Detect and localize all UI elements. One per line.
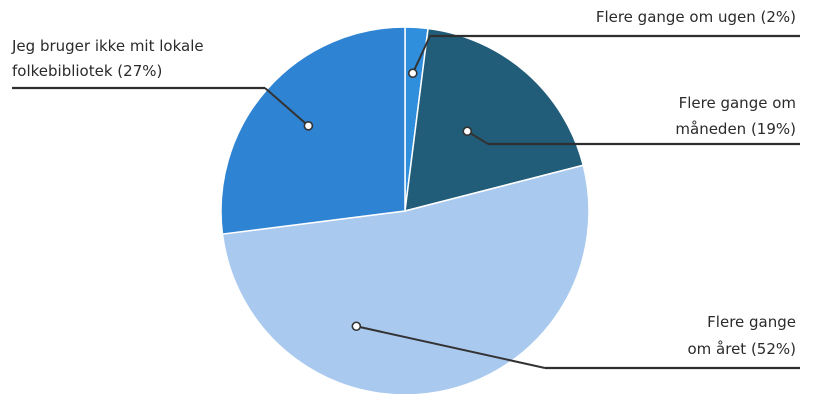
leader-marker-2 (351, 321, 362, 332)
slice-label-3-line-1: folkebibliotek (27%) (12, 62, 162, 80)
slice-label-1-line-0: Flere gange om (679, 94, 796, 112)
pie-slices (220, 26, 590, 394)
pie-slice-2 (221, 164, 590, 394)
slice-label-2-line-1: om året (52%) (687, 340, 796, 358)
leader-lines (12, 34, 800, 370)
slice-labels: Flere gange om ugen (2%) Flere gange om må… (11, 8, 796, 358)
slice-label-0-line-0: Flere gange om ugen (2%) (596, 8, 796, 26)
slice-label-3-line-0: Jeg bruger ikke mit lokale (11, 37, 204, 55)
leader-marker-3 (303, 121, 314, 131)
slice-label-1-line-1: måneden (19%) (675, 120, 796, 138)
leader-line-3 (264, 87, 310, 127)
leader-line-0 (411, 35, 431, 74)
slice-label-2-line-0: Flere gange (707, 313, 796, 331)
leader-marker-1 (462, 126, 473, 137)
leader-line-2 (356, 325, 546, 369)
leader-marker-0 (407, 68, 418, 79)
pie-slice-3 (220, 26, 406, 235)
